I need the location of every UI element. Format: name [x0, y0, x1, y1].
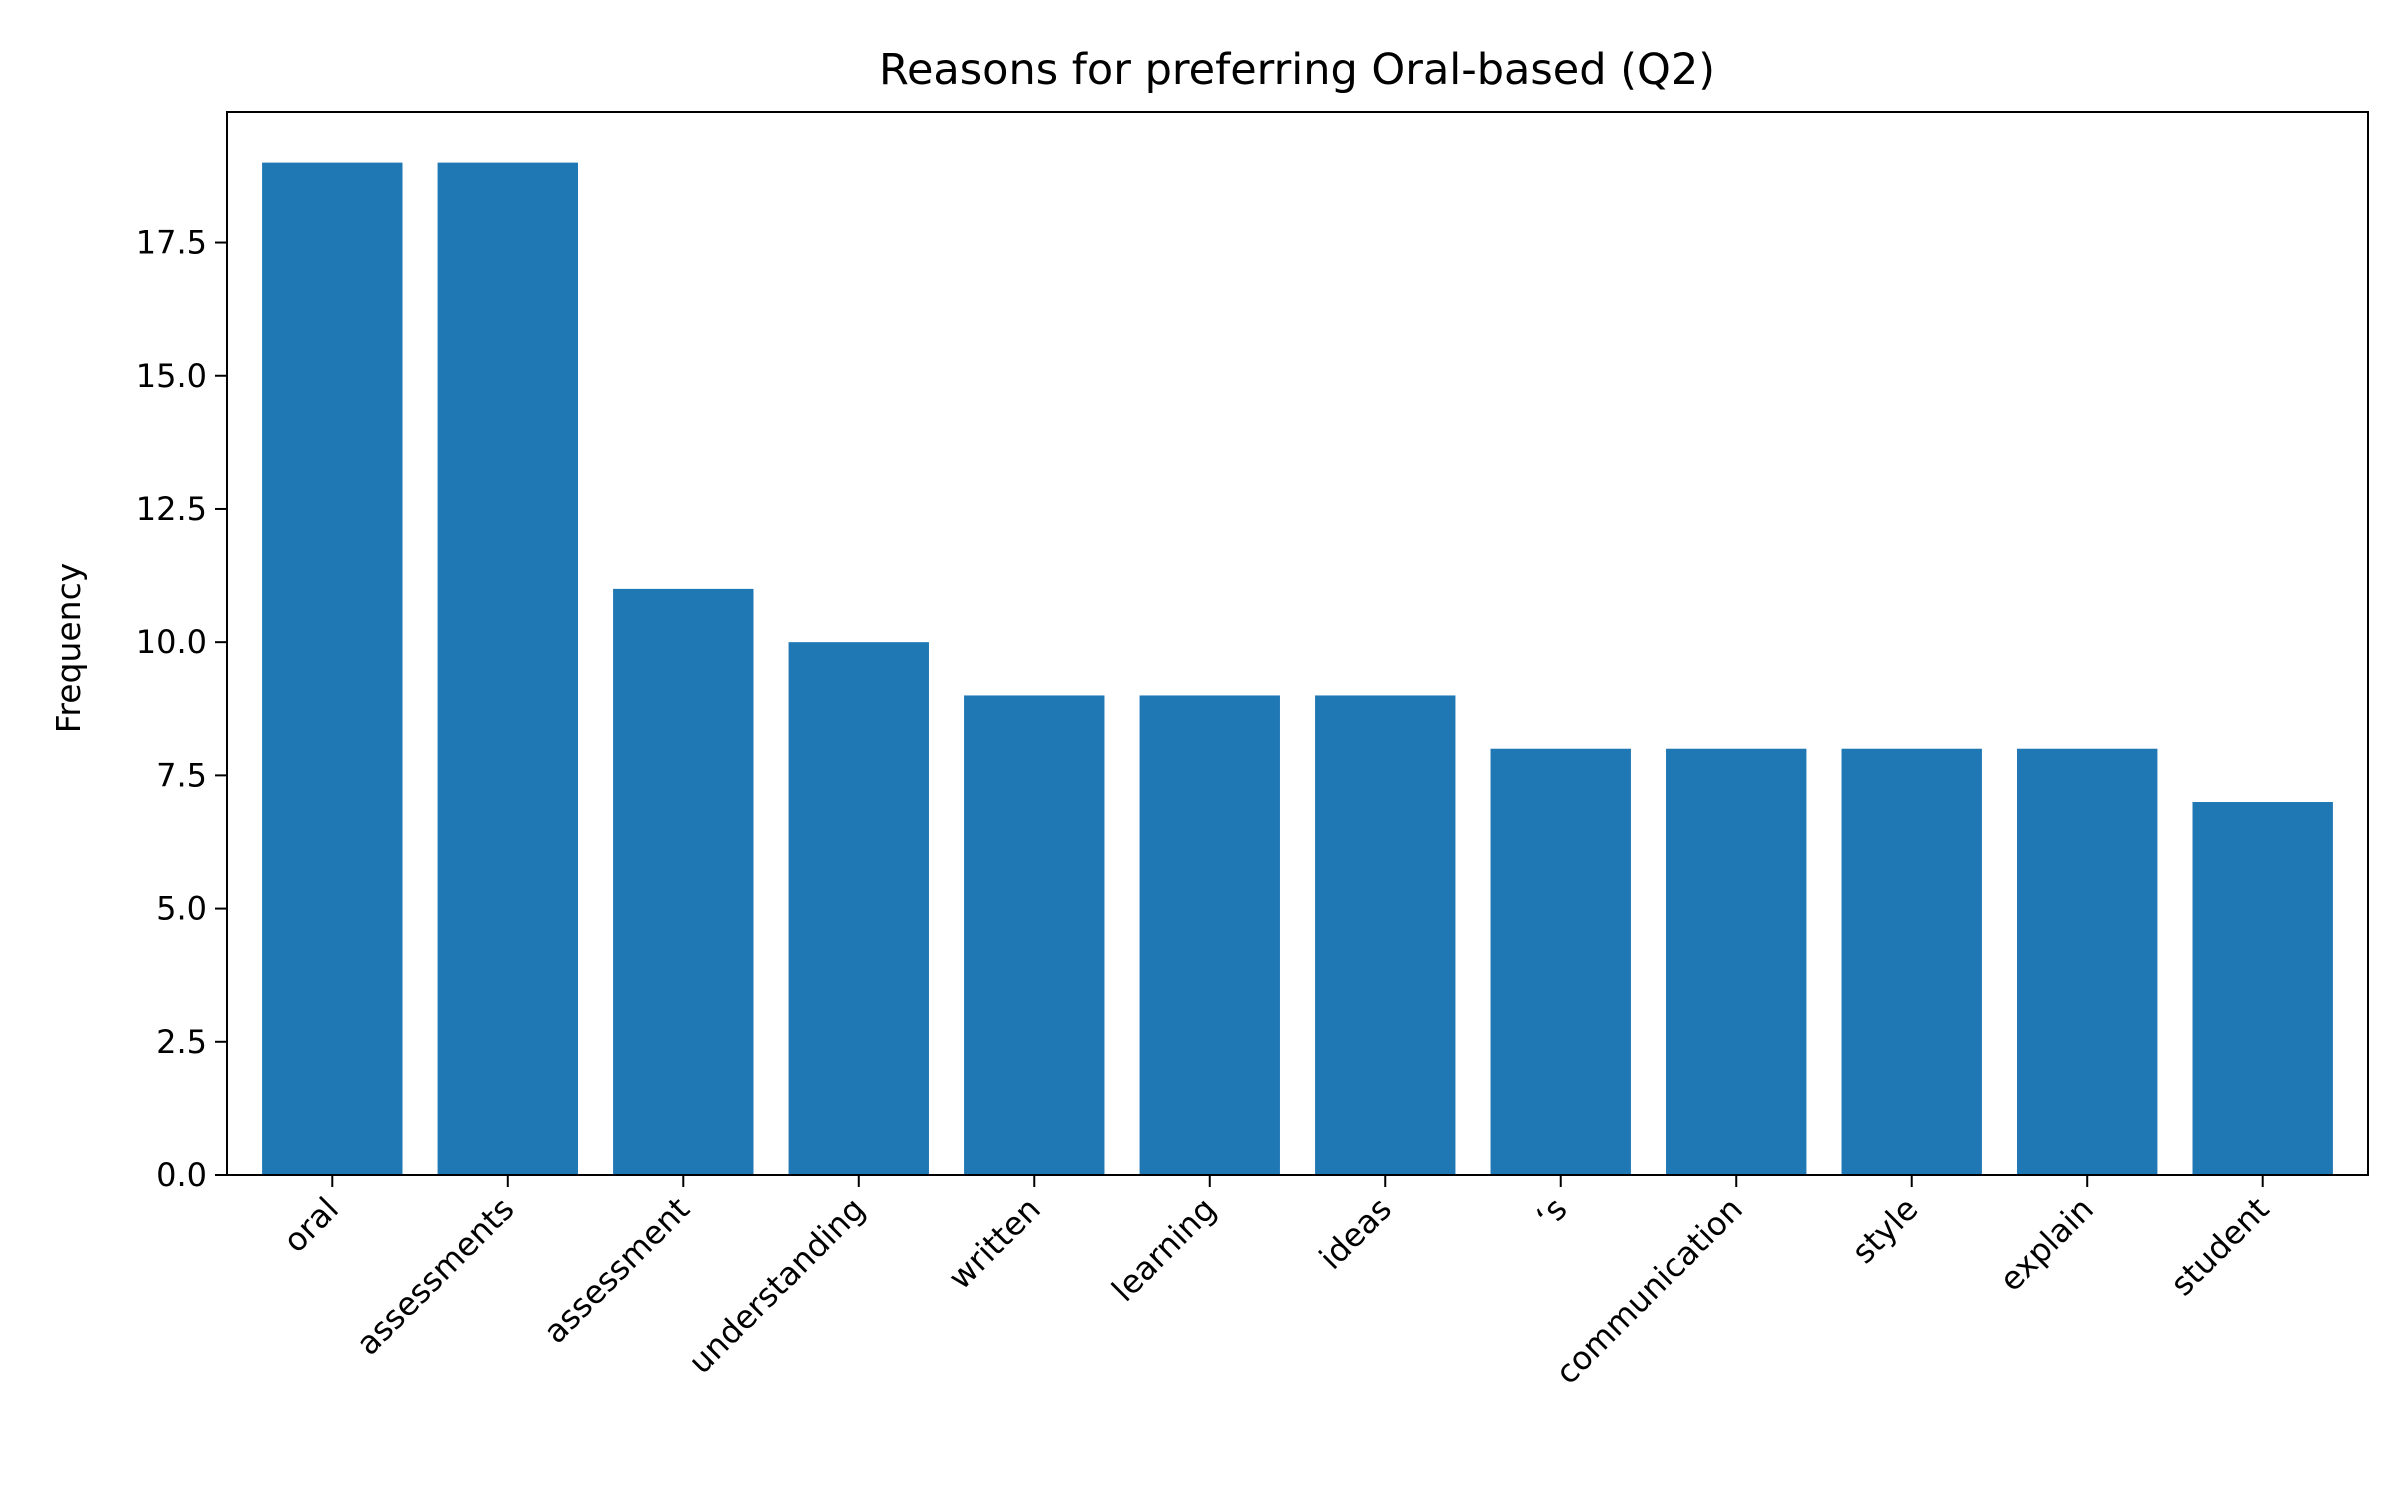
y-tick-label: 2.5: [156, 1023, 207, 1061]
bar-9: [1841, 748, 1982, 1175]
bar-2: [613, 588, 754, 1175]
bar-4: [964, 695, 1105, 1175]
y-tick-label: 5.0: [156, 890, 207, 928]
y-tick-label: 12.5: [136, 490, 207, 528]
bar-6: [1315, 695, 1456, 1175]
bar-8: [1666, 748, 1807, 1175]
bars-layer: [262, 162, 2333, 1176]
y-tick-label: 7.5: [156, 756, 207, 794]
plot-frame: [226, 111, 2369, 1176]
y-axis-title: Frequency: [49, 563, 88, 733]
y-tick-label: 17.5: [136, 224, 207, 262]
bar-0: [262, 162, 403, 1176]
bar-1: [437, 162, 578, 1176]
y-axis: 0.0 2.5 5.0 7.5 10.0 12.5 15.0 17.5: [136, 224, 227, 1194]
bar-5: [1139, 695, 1280, 1175]
y-tick-label: 10.0: [136, 623, 207, 661]
y-tick-label: 15.0: [136, 357, 207, 395]
bar-7: [1490, 748, 1631, 1175]
y-tick-label: 0.0: [156, 1156, 207, 1194]
chart-title: Reasons for preferring Oral-based (Q2): [879, 45, 1715, 95]
bar-11: [2192, 802, 2333, 1175]
bar-10: [2017, 748, 2158, 1175]
bar-3: [788, 642, 929, 1175]
